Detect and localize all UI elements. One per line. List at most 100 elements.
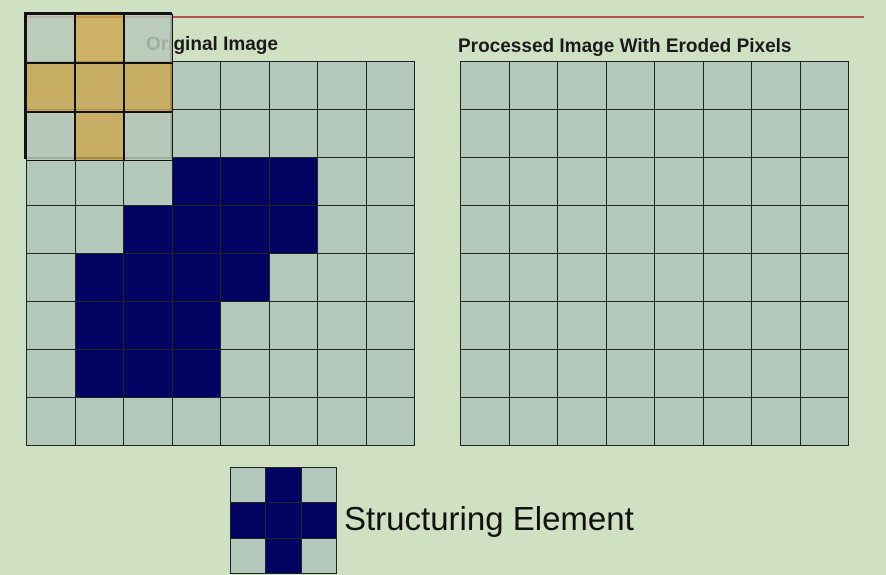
structuring-element-cell-foreground <box>266 468 302 504</box>
original-pixel-background <box>221 350 270 398</box>
original-pixel-background <box>269 62 318 110</box>
structuring-element-cell-foreground <box>301 503 337 539</box>
original-pixel-background <box>221 110 270 158</box>
original-pixel-background <box>366 206 415 254</box>
original-pixel-background <box>27 398 76 446</box>
original-pixel-foreground <box>75 350 124 398</box>
original-pixel-background <box>172 110 221 158</box>
structuring-element-cell-foreground <box>266 503 302 539</box>
processed-pixel-background <box>509 110 558 158</box>
processed-pixel-background <box>655 62 704 110</box>
original-pixel-background <box>172 398 221 446</box>
overlay-cell-gold <box>75 112 124 161</box>
original-pixel-background <box>366 110 415 158</box>
processed-pixel-background <box>655 158 704 206</box>
original-pixel-background <box>27 206 76 254</box>
processed-pixel-background <box>509 302 558 350</box>
structuring-element-overlay <box>24 12 173 161</box>
processed-pixel-background <box>606 254 655 302</box>
structuring-element-cell-background <box>231 468 267 504</box>
original-pixel-foreground <box>124 254 173 302</box>
original-pixel-background <box>318 110 367 158</box>
processed-pixel-background <box>558 302 607 350</box>
processed-pixel-background <box>558 62 607 110</box>
processed-pixel-background <box>752 398 801 446</box>
structuring-element-cell-foreground <box>266 538 302 574</box>
original-pixel-background <box>221 62 270 110</box>
overlay-cell-pale <box>124 14 173 63</box>
original-pixel-foreground <box>269 158 318 206</box>
structuring-element-grid <box>230 467 337 574</box>
original-pixel-background <box>318 206 367 254</box>
processed-pixel-background <box>558 158 607 206</box>
original-pixel-foreground <box>75 254 124 302</box>
processed-pixel-background <box>752 110 801 158</box>
processed-pixel-background <box>703 110 752 158</box>
processed-pixel-background <box>606 206 655 254</box>
original-pixel-background <box>27 350 76 398</box>
original-pixel-foreground <box>221 206 270 254</box>
processed-pixel-background <box>703 398 752 446</box>
original-pixel-foreground <box>172 350 221 398</box>
processed-pixel-background <box>606 62 655 110</box>
overlay-cell-pale <box>26 14 75 63</box>
structuring-element-cell-background <box>301 538 337 574</box>
processed-pixel-background <box>509 350 558 398</box>
original-pixel-background <box>269 350 318 398</box>
processed-pixel-background <box>800 350 849 398</box>
processed-pixel-background <box>800 110 849 158</box>
original-pixel-background <box>318 398 367 446</box>
processed-pixel-background <box>558 206 607 254</box>
processed-pixel-background <box>752 158 801 206</box>
original-pixel-background <box>318 350 367 398</box>
processed-pixel-background <box>509 62 558 110</box>
original-pixel-background <box>172 62 221 110</box>
original-pixel-background <box>318 62 367 110</box>
original-pixel-background <box>221 302 270 350</box>
processed-pixel-background <box>752 206 801 254</box>
original-pixel-background <box>269 254 318 302</box>
original-pixel-foreground <box>172 254 221 302</box>
processed-pixel-background <box>509 398 558 446</box>
processed-pixel-background <box>703 158 752 206</box>
structuring-element-label: Structuring Element <box>344 500 634 537</box>
original-pixel-background <box>366 350 415 398</box>
original-pixel-background <box>366 398 415 446</box>
processed-pixel-background <box>703 62 752 110</box>
original-pixel-background <box>124 158 173 206</box>
processed-pixel-background <box>655 350 704 398</box>
processed-pixel-background <box>655 206 704 254</box>
processed-pixel-background <box>461 62 510 110</box>
original-pixel-foreground <box>75 302 124 350</box>
processed-pixel-background <box>800 254 849 302</box>
original-pixel-background <box>318 254 367 302</box>
processed-pixel-background <box>703 254 752 302</box>
processed-pixel-background <box>509 254 558 302</box>
processed-pixel-background <box>509 158 558 206</box>
overlay-cell-gold <box>75 63 124 112</box>
original-pixel-background <box>27 254 76 302</box>
original-pixel-background <box>269 302 318 350</box>
processed-pixel-background <box>606 158 655 206</box>
original-image-title: Original Image <box>146 34 278 55</box>
processed-pixel-background <box>606 398 655 446</box>
processed-pixel-background <box>800 302 849 350</box>
processed-pixel-background <box>655 110 704 158</box>
processed-pixel-background <box>606 350 655 398</box>
processed-image-title: Processed Image With Eroded Pixels <box>458 36 792 57</box>
processed-pixel-background <box>752 350 801 398</box>
processed-pixel-background <box>800 206 849 254</box>
original-pixel-foreground <box>124 350 173 398</box>
original-pixel-background <box>366 158 415 206</box>
processed-pixel-background <box>800 62 849 110</box>
overlay-cell-gold <box>75 14 124 63</box>
processed-pixel-background <box>703 206 752 254</box>
original-pixel-foreground <box>221 158 270 206</box>
processed-pixel-background <box>461 254 510 302</box>
original-pixel-foreground <box>269 206 318 254</box>
processed-pixel-background <box>461 158 510 206</box>
processed-pixel-background <box>606 302 655 350</box>
processed-pixel-background <box>703 302 752 350</box>
processed-pixel-background <box>655 302 704 350</box>
original-pixel-foreground <box>172 158 221 206</box>
